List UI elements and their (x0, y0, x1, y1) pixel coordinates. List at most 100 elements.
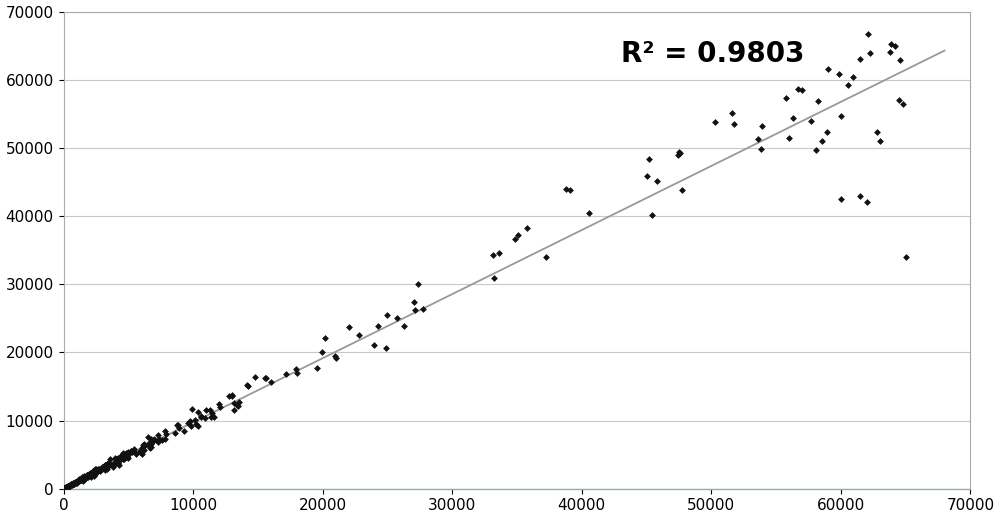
Point (56, 484, 72, 493)
Point (90, 466, 106, 474)
Point (831, 70, 847, 78)
Point (63, 481, 79, 489)
Point (389, 315, 405, 323)
Point (123, 447, 139, 455)
Point (61, 482, 77, 490)
Point (115, 449, 131, 457)
Point (109, 457, 125, 466)
Point (221, 392, 237, 400)
Point (64, 480, 80, 488)
Point (370, 322, 386, 330)
Point (670, 151, 686, 159)
Point (859, 198, 875, 207)
Point (84, 469, 100, 477)
Point (114, 451, 130, 459)
Point (110, 456, 126, 465)
Point (62, 481, 78, 489)
Point (180, 419, 196, 428)
Point (117, 453, 133, 461)
Point (102, 460, 118, 469)
Point (70, 477, 86, 485)
Point (76, 473, 92, 481)
Point (80, 471, 96, 479)
Point (64, 480, 80, 488)
Point (141, 439, 157, 447)
Point (820, 64, 836, 73)
Point (64, 480, 80, 488)
Point (750, 135, 766, 143)
Point (108, 455, 124, 463)
Point (133, 447, 149, 455)
Point (57, 484, 73, 492)
Point (226, 399, 242, 407)
Point (120, 450, 136, 459)
Point (778, 94, 794, 103)
Point (781, 133, 797, 142)
Point (61, 482, 77, 490)
Point (87, 470, 103, 478)
Point (67, 479, 83, 487)
Point (113, 452, 129, 460)
Point (193, 413, 209, 421)
Point (167, 429, 183, 437)
Point (485, 251, 501, 259)
Point (562, 186, 578, 194)
Point (97, 461, 113, 469)
Point (882, 48, 898, 57)
Point (71, 476, 87, 485)
Point (88, 469, 104, 477)
Point (143, 439, 159, 447)
Point (109, 455, 125, 463)
Point (378, 344, 394, 352)
Point (126, 446, 142, 455)
Point (190, 408, 206, 416)
Point (116, 450, 132, 459)
Point (75, 475, 91, 483)
Point (57, 484, 73, 493)
Point (146, 435, 162, 444)
Point (538, 252, 554, 261)
Point (309, 364, 325, 372)
Point (288, 365, 304, 373)
Point (230, 402, 246, 411)
Point (80, 473, 96, 482)
Point (100, 462, 116, 470)
Point (113, 455, 129, 463)
Point (112, 455, 128, 463)
Point (62, 481, 78, 489)
Point (785, 114, 801, 122)
Point (86, 470, 102, 478)
Point (111, 460, 127, 469)
Point (840, 81, 856, 89)
Point (510, 231, 526, 239)
Point (66, 480, 82, 488)
Point (76, 473, 92, 482)
Point (182, 417, 198, 425)
Point (158, 430, 174, 439)
Point (883, 40, 899, 48)
Point (83, 473, 99, 481)
Point (671, 148, 687, 157)
Point (58, 483, 74, 491)
Point (808, 146, 824, 154)
Point (84, 471, 100, 479)
Point (187, 416, 203, 424)
Point (80, 471, 96, 479)
Point (317, 334, 333, 343)
Point (78, 472, 94, 480)
Point (869, 128, 885, 136)
Point (81, 470, 97, 479)
Point (56, 484, 72, 493)
Point (98, 464, 114, 472)
Point (94, 463, 110, 472)
Point (146, 435, 162, 443)
Point (70, 476, 86, 485)
Point (76, 474, 92, 483)
Point (726, 120, 742, 129)
Point (142, 444, 158, 452)
Point (134, 444, 150, 453)
Point (872, 137, 888, 145)
Point (150, 431, 166, 439)
Point (98, 461, 114, 469)
Point (188, 420, 204, 428)
